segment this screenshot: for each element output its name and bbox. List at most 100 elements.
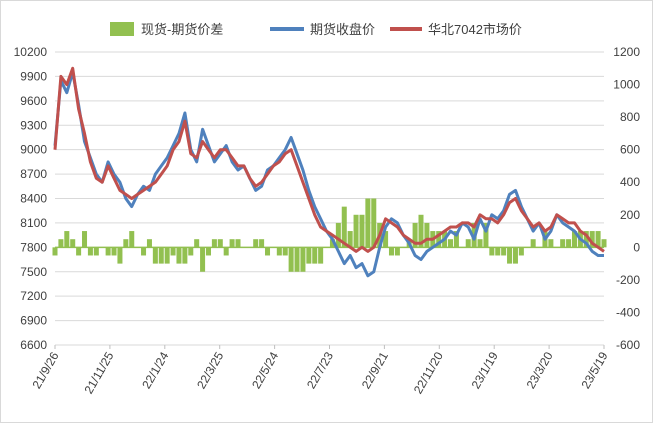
spread-bar bbox=[394, 247, 400, 256]
left-tick-label: 7800 bbox=[20, 240, 47, 254]
spread-bar bbox=[566, 239, 572, 248]
spread-bar bbox=[383, 231, 389, 248]
spread-bar bbox=[601, 239, 607, 248]
spread-bar bbox=[489, 247, 495, 256]
right-tick-label: 200 bbox=[620, 208, 640, 222]
left-tick-label: 8100 bbox=[20, 216, 47, 230]
left-tick-label: 6600 bbox=[20, 338, 47, 352]
spread-bar bbox=[64, 231, 70, 248]
spread-bar bbox=[217, 239, 223, 248]
spread-bar bbox=[371, 198, 377, 248]
spread-bar bbox=[329, 239, 335, 248]
spread-bar bbox=[518, 247, 524, 256]
spread-bar bbox=[105, 247, 111, 256]
spread-bar bbox=[347, 231, 353, 248]
right-tick-label: -400 bbox=[616, 305, 640, 319]
spread-bar bbox=[548, 239, 554, 248]
spread-bar bbox=[176, 247, 182, 264]
spread-bar bbox=[560, 239, 566, 248]
legend-label-spread: 现货-期货价差 bbox=[141, 22, 223, 37]
spread-bar bbox=[111, 247, 117, 256]
price-line-series bbox=[53, 66, 605, 278]
left-tick-label: 7200 bbox=[20, 289, 47, 303]
spread-bar bbox=[365, 198, 371, 248]
spread-bar bbox=[229, 239, 235, 248]
spread-bar bbox=[495, 247, 501, 256]
left-tick-label: 9900 bbox=[20, 69, 47, 83]
spread-bar bbox=[276, 247, 282, 256]
right-tick-label: 400 bbox=[620, 175, 640, 189]
spread-bar bbox=[123, 239, 129, 248]
spread-bar bbox=[412, 222, 418, 248]
legend-swatch-spread bbox=[110, 22, 134, 36]
left-tick-label: 9600 bbox=[20, 94, 47, 108]
left-tick-label: 9000 bbox=[20, 143, 47, 157]
spread-bar bbox=[306, 247, 312, 264]
right-tick-label: 0 bbox=[633, 240, 640, 254]
legend-item-spread: 现货-期货价差 bbox=[110, 22, 223, 37]
spread-bar bbox=[477, 239, 483, 248]
spread-bar bbox=[164, 247, 170, 264]
right-tick-label: -200 bbox=[616, 273, 640, 287]
spread-bar bbox=[170, 247, 176, 256]
spread-bar bbox=[129, 231, 135, 248]
right-tick-label: 1000 bbox=[613, 78, 640, 92]
spread-bar bbox=[194, 239, 200, 248]
right-axis-ticks: -600 -400 -200 0 200 400 600 800 1000 1200 bbox=[613, 45, 640, 352]
spread-bar bbox=[436, 231, 442, 248]
right-tick-label: -600 bbox=[616, 338, 640, 352]
spread-bar bbox=[418, 214, 424, 248]
spread-bar bbox=[93, 247, 99, 256]
spread-bar bbox=[211, 239, 217, 248]
spread-bar bbox=[465, 239, 471, 248]
spread-bar bbox=[235, 239, 241, 248]
spread-bar bbox=[589, 231, 595, 248]
spread-bar bbox=[359, 214, 365, 248]
right-tick-label: 1200 bbox=[613, 45, 640, 59]
spread-bar bbox=[82, 231, 88, 248]
spread-bar bbox=[205, 247, 211, 256]
legend-item-spot: 华北7042市场价 bbox=[390, 22, 522, 37]
spread-bar bbox=[70, 239, 76, 248]
spread-bar bbox=[253, 239, 259, 248]
spread-bar bbox=[483, 222, 489, 248]
spread-bar bbox=[223, 247, 229, 256]
spread-bar bbox=[388, 247, 394, 256]
spread-bar bbox=[571, 231, 577, 248]
spread-bar bbox=[501, 247, 507, 256]
legend-label-futures: 期货收盘价 bbox=[310, 22, 375, 37]
legend-item-futures: 期货收盘价 bbox=[270, 22, 375, 37]
left-tick-label: 9300 bbox=[20, 118, 47, 132]
spread-bar bbox=[152, 247, 158, 264]
left-axis-ticks: 6600 6900 7200 7500 7800 8100 8400 8700 9000 9300… bbox=[14, 45, 48, 352]
spread-bar bbox=[595, 231, 601, 248]
spread-bar bbox=[512, 247, 518, 264]
spread-bar bbox=[507, 247, 513, 264]
legend: 现货-期货价差 期货收盘价 华北7042市场价 bbox=[110, 22, 522, 37]
spread-bar bbox=[530, 239, 536, 248]
spread-bar bbox=[200, 247, 206, 272]
spread-bar bbox=[52, 247, 58, 256]
spread-bar bbox=[294, 247, 300, 272]
spread-bar bbox=[583, 231, 589, 248]
spread-bar bbox=[265, 247, 271, 256]
spread-bar bbox=[353, 214, 359, 248]
gridlines bbox=[55, 51, 604, 346]
spread-bar bbox=[188, 247, 194, 256]
left-tick-label: 8400 bbox=[20, 192, 47, 206]
left-tick-label: 8700 bbox=[20, 167, 47, 181]
spread-bar bbox=[424, 222, 430, 248]
spot-price-line bbox=[53, 66, 605, 253]
spread-bar bbox=[300, 247, 306, 272]
spread-bar bbox=[288, 247, 294, 272]
right-tick-label: 600 bbox=[620, 143, 640, 157]
spread-bar bbox=[448, 239, 454, 248]
spread-bar bbox=[312, 247, 318, 264]
spread-bar bbox=[58, 239, 64, 248]
spread-bar bbox=[87, 247, 93, 256]
spread-bar bbox=[282, 247, 288, 256]
spread-bar bbox=[335, 222, 341, 248]
spread-bar bbox=[158, 247, 164, 264]
